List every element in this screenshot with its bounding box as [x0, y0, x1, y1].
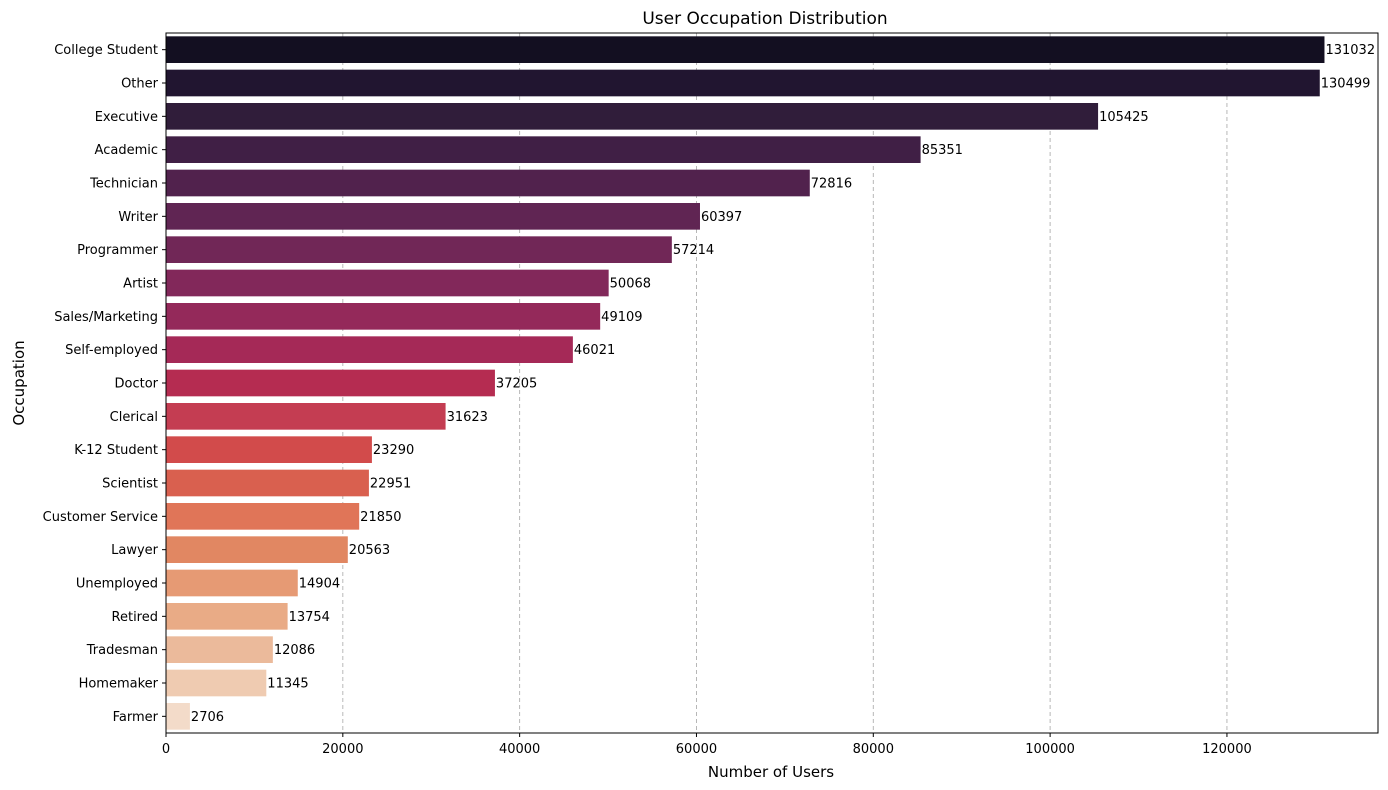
bar: [166, 269, 609, 297]
bar: [166, 336, 573, 363]
data-label: 50068: [610, 277, 651, 292]
y-tick-label: Doctor: [114, 377, 158, 392]
y-tick-label: Lawyer: [111, 543, 159, 558]
data-label: 11345: [267, 677, 308, 692]
y-tick-label: Tradesman: [86, 643, 158, 658]
x-tick-label: 60000: [676, 742, 717, 757]
bar: [166, 103, 1099, 130]
bar: [166, 703, 190, 730]
data-label: 2706: [191, 710, 224, 725]
data-label: 37205: [496, 377, 537, 392]
bar: [166, 436, 372, 463]
y-tick-label: Technician: [89, 177, 158, 192]
data-label: 131032: [1325, 43, 1375, 58]
axes: College Student Other Executive Academic Tec…: [43, 32, 1379, 757]
x-tick-label: 100000: [1025, 742, 1075, 757]
x-tick-label: 80000: [853, 742, 894, 757]
bar: [166, 136, 921, 163]
chart-title: User Occupation Distribution: [642, 9, 887, 29]
data-label: 85351: [922, 143, 963, 158]
y-tick-label: Executive: [95, 110, 158, 125]
y-tick-label: Farmer: [113, 710, 159, 725]
bar: [166, 203, 700, 230]
data-label: 72816: [811, 177, 852, 192]
data-label: 130499: [1321, 77, 1371, 92]
data-label: 105425: [1099, 110, 1149, 125]
bar: [166, 169, 810, 197]
y-tick-label: Scientist: [102, 477, 158, 492]
data-label: 13754: [289, 610, 330, 625]
y-tick-label: Self-employed: [65, 343, 158, 358]
x-tick-label: 120000: [1202, 742, 1252, 757]
y-tick-label: Academic: [95, 143, 158, 158]
bar: [166, 236, 672, 263]
x-axis-label: Number of Users: [708, 763, 834, 781]
y-tick-label: Writer: [118, 210, 158, 225]
data-label: 20563: [349, 543, 390, 558]
y-tick-label: College Student: [54, 43, 158, 58]
y-tick-label: K-12 Student: [74, 443, 158, 458]
x-tick-label: 0: [162, 742, 170, 757]
data-label: 46021: [574, 343, 615, 358]
bar: [166, 636, 273, 663]
data-labels: 131032 130499 105425 85351 72816 60397 57214 50…: [191, 43, 1375, 725]
y-axis-label: Occupation: [10, 340, 28, 425]
bar: [166, 603, 288, 630]
x-tick-label: 40000: [499, 742, 540, 757]
y-tick-label: Artist: [123, 277, 158, 292]
bar: [166, 69, 1320, 97]
data-label: 22951: [370, 477, 411, 492]
y-tick-label: Unemployed: [76, 577, 158, 592]
data-label: 14904: [299, 577, 340, 592]
y-tick-label: Retired: [112, 610, 158, 625]
y-tick-label: Homemaker: [79, 677, 159, 692]
data-label: 31623: [447, 410, 488, 425]
bar: [166, 303, 601, 330]
x-tick-label: 20000: [322, 742, 363, 757]
bar: [166, 369, 495, 397]
y-tick-label: Programmer: [77, 243, 159, 258]
bars: [166, 36, 1325, 730]
bar: [166, 403, 446, 430]
data-label: 60397: [701, 210, 742, 225]
plot-frame: [165, 32, 1379, 734]
bar: [166, 503, 360, 530]
bar: [166, 469, 369, 497]
y-tick-label: Clerical: [110, 410, 158, 425]
data-label: 49109: [601, 310, 642, 325]
data-label: 12086: [274, 643, 315, 658]
y-tick-label: Sales/Marketing: [54, 310, 158, 325]
bar: [166, 36, 1325, 63]
y-tick-label: Customer Service: [43, 510, 158, 525]
bar: [166, 569, 298, 597]
data-label: 57214: [673, 243, 714, 258]
bar: [166, 669, 267, 697]
y-tick-label: Other: [121, 77, 159, 92]
data-label: 21850: [360, 510, 401, 525]
data-label: 23290: [373, 443, 414, 458]
bar: [166, 536, 348, 563]
